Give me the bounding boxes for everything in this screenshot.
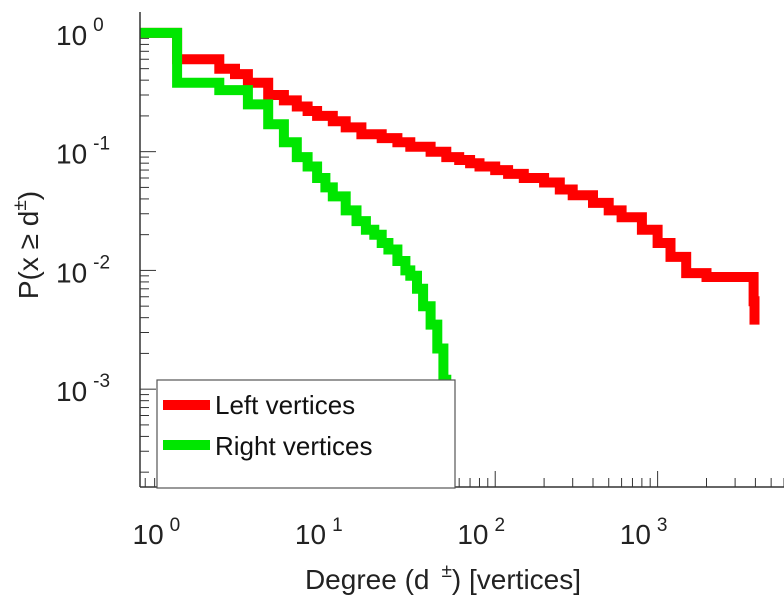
x-tick-labels: 10 0 10 1 10 2 10 3 (133, 515, 668, 550)
y-tick-label: 10 -1 (56, 134, 110, 170)
legend: Left vertices Right vertices (156, 379, 456, 489)
legend-box (156, 379, 456, 489)
series-layer (140, 27, 760, 487)
x-axis-label-prefix: Degree (d (305, 564, 430, 595)
x-tick-label: 10 3 (620, 515, 668, 550)
x-tick-label: 10 0 (133, 515, 181, 550)
y-tick-label: 10 0 (56, 15, 104, 51)
series-line-left-vertices (140, 27, 760, 325)
y-axis-label-prefix: P(x ≥ d (13, 211, 44, 300)
x-axis-label: Degree (d ±) [vertices] (305, 561, 581, 595)
y-axis-label-suffix: ) (13, 191, 44, 200)
legend-label-right: Right vertices (215, 431, 373, 461)
y-tick-label: 10 -3 (56, 371, 110, 407)
x-tick-label: 10 2 (457, 515, 505, 550)
x-tick-label: 10 1 (295, 515, 343, 550)
y-tick-label: 10 -2 (56, 252, 110, 288)
y-axis-label: P(x ≥ d±) (10, 191, 44, 299)
x-axis-label-superscript: ± (441, 561, 451, 582)
series-line-right-vertices (140, 27, 455, 487)
legend-label-left: Left vertices (215, 390, 355, 420)
y-axis-label-superscript: ± (10, 200, 31, 210)
x-axis-label-suffix: ) [vertices] (452, 564, 581, 595)
